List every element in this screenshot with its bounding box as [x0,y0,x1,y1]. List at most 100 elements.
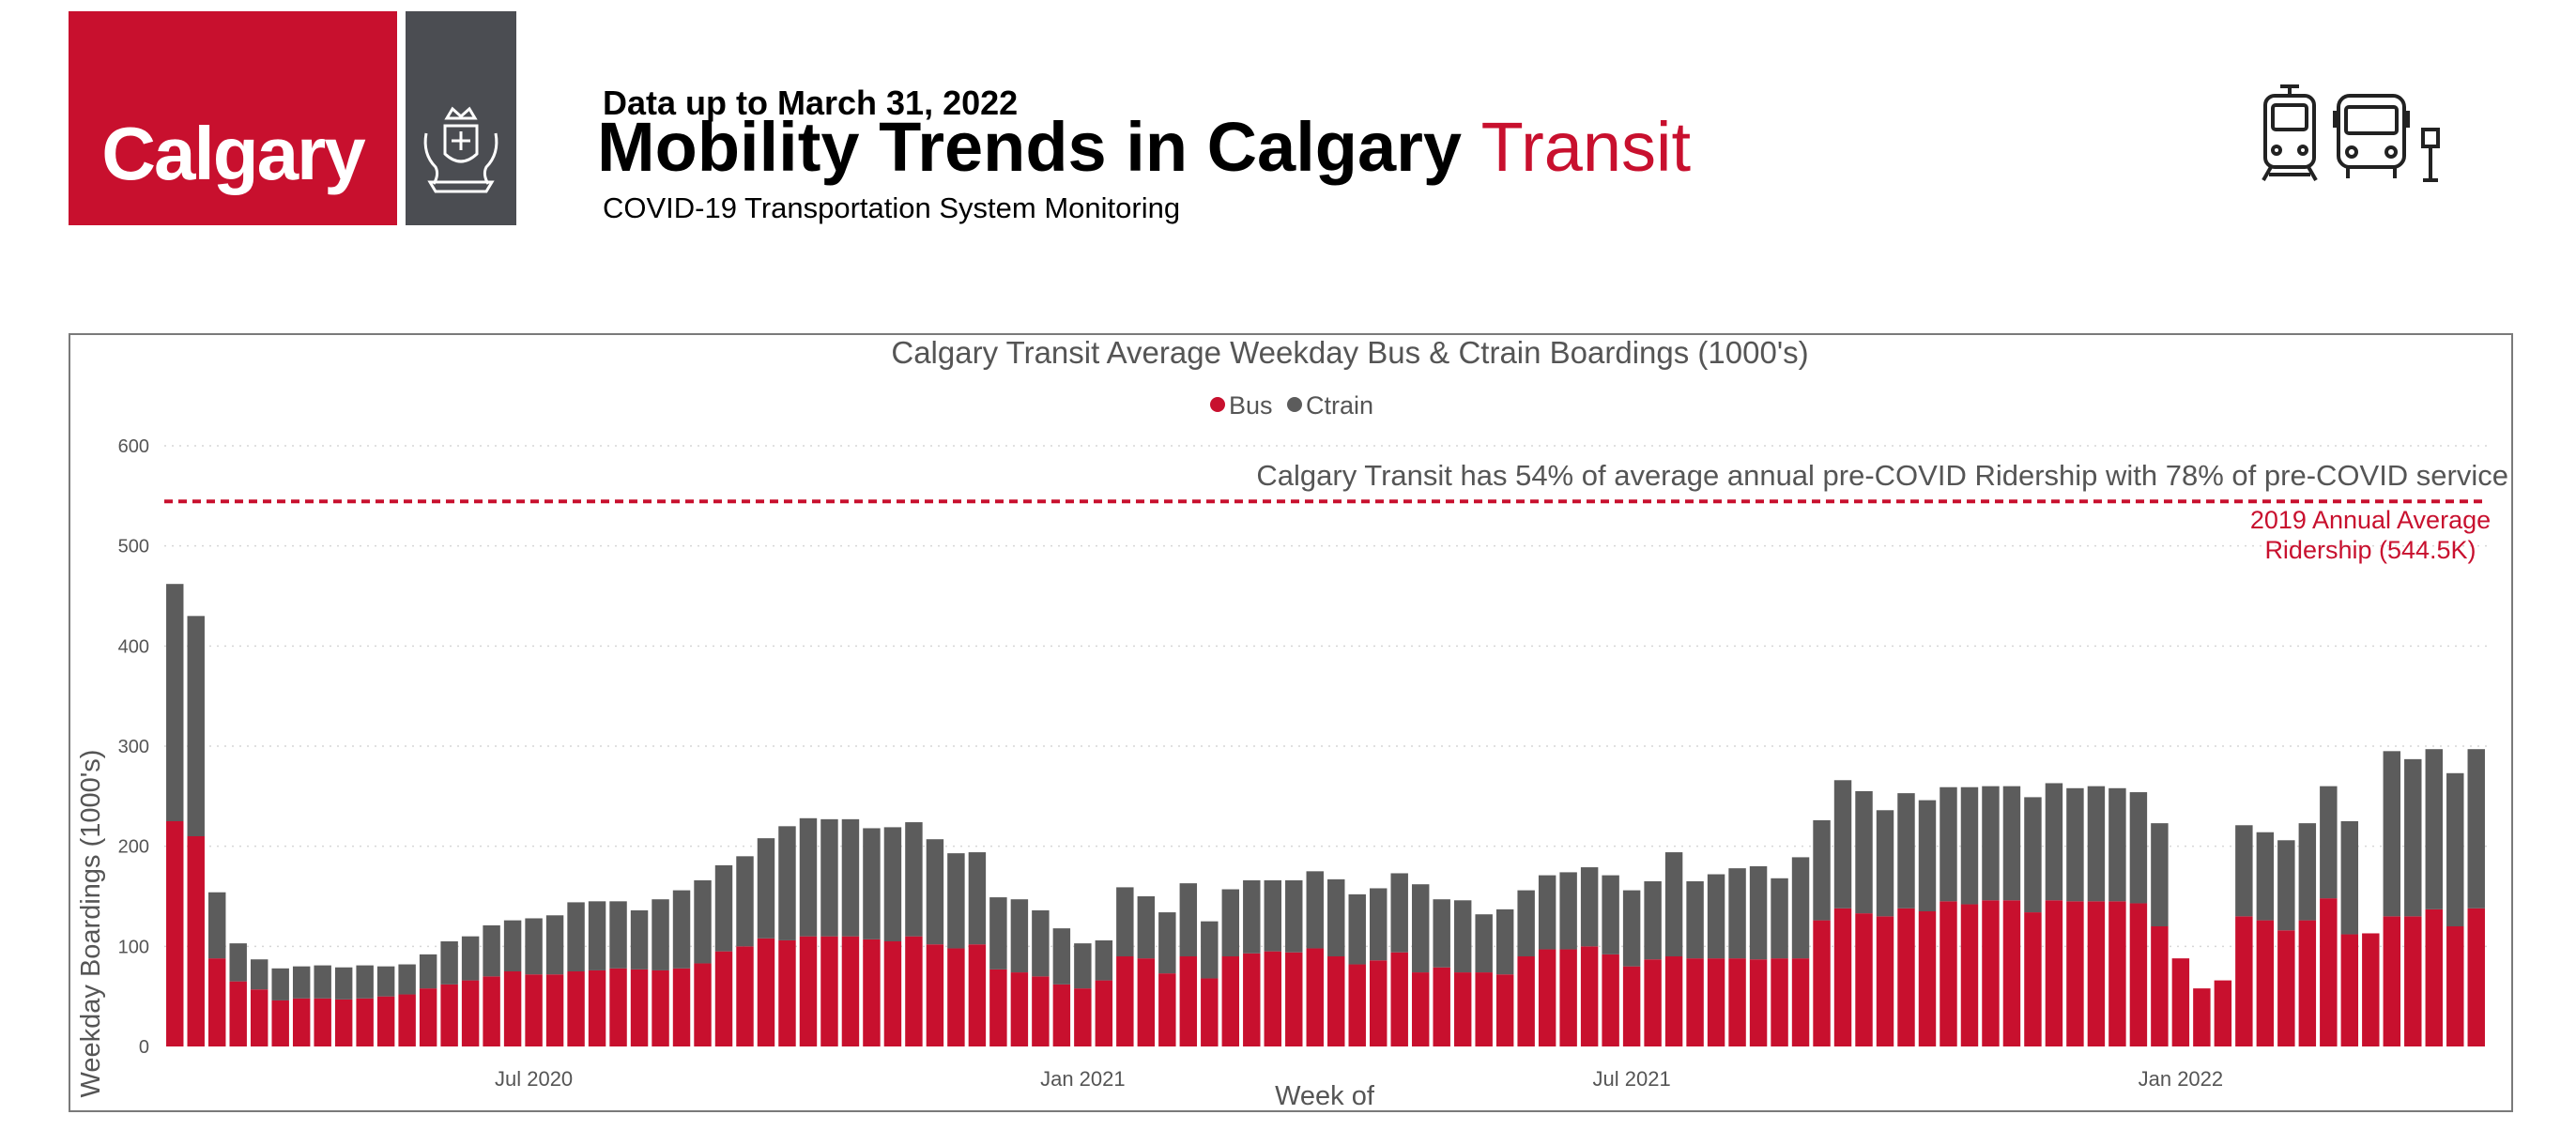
bus-bar [2298,920,2317,1046]
bus-icon [2333,94,2410,178]
ctrain-bar [609,901,627,969]
ctrain-bar [1686,881,1704,959]
ctrain-bar [1940,786,1957,902]
ctrain-bar [1538,875,1556,950]
ctrain-bar [440,941,458,985]
ctrain-bar [525,918,543,975]
ctrain-bar [461,936,480,981]
x-axis-title: Week of [1275,1081,1375,1110]
bus-bar [1622,966,1641,1046]
ctrain-bar [2467,749,2485,909]
ctrain-bar [1664,852,1683,956]
bus-bar [1664,956,1683,1046]
chart-title: Calgary Transit Average Weekday Bus & Ct… [891,335,1808,370]
bus-bar [2171,958,2190,1046]
crest-panel [406,11,516,225]
ctrain-icon [2262,84,2318,181]
ctrain-bar [229,943,247,982]
ctrain-bar [799,817,818,937]
bus-bar [630,969,649,1046]
ctrain-bar [1602,875,1619,954]
bus-bar [1475,972,1493,1046]
chart-legend: Bus Ctrain [1210,391,1373,420]
bus-bar [736,946,754,1046]
ctrain-bar [1390,873,1408,953]
ctrain-bar [1495,909,1514,975]
bus-bar [2151,926,2169,1046]
ctrain-bar [2340,821,2359,935]
ctrain-bar [1010,899,1029,973]
bus-bar [376,996,395,1046]
bus-bar [1285,952,1303,1046]
page-title-accent: Transit [1480,108,1692,186]
y-tick-label: 100 [118,937,149,957]
ctrain-bar [187,616,205,836]
ridership-annotation: Calgary Transit has 54% of average annua… [1256,459,2508,492]
bus-bar [271,1000,289,1046]
ctrain-bar [2129,792,2148,904]
ctrain-bar [778,826,796,940]
bus-bar [1032,976,1050,1046]
bus-bar [652,970,669,1046]
ctrain-bar [1095,939,1113,981]
page-title-main: Mobility Trends in Calgary [597,108,1463,186]
bus-bar [820,936,838,1046]
bus-bar [1201,978,1219,1046]
ctrain-bar [2404,758,2422,917]
bus-bar [609,968,627,1046]
data-date: Data up to March 31, 2022 [603,84,1019,122]
ctrain-bar [356,965,374,999]
y-tick-labels: 0 100 200 300 400 500 600 [118,436,149,1058]
ctrain-bar [1411,884,1430,973]
bus-bar [2425,909,2443,1046]
city-crest-icon [423,106,498,193]
bus-bar [1243,953,1261,1046]
bus-bar [1728,958,1746,1046]
bus-bar [989,969,1007,1046]
bus-bar [398,994,416,1046]
ctrain-bar [2151,823,2169,926]
ctrain-bar [2108,787,2126,902]
reference-line-label-2: Ridership (544.5K) [2264,536,2476,564]
bus-bar [483,976,500,1046]
ctrain-bar [376,966,395,997]
ctrain-bar [2045,783,2063,901]
reference-line-label-1: 2019 Annual Average [2250,506,2491,534]
bus-bar [1327,956,1345,1046]
legend-bus-marker [1210,397,1225,412]
bus-stop-icon [2421,128,2440,182]
bars [166,584,2485,1046]
ctrain-bar [2298,823,2317,921]
ctrain-bar [820,818,838,937]
bus-bar [2002,900,2021,1046]
bus-bar [1074,988,1092,1046]
ctrain-bar [2446,772,2464,926]
ctrain-bar [1327,878,1345,956]
bus-bar [1791,958,1810,1046]
ctrain-bar [1243,879,1261,954]
bus-bar [778,939,796,1046]
bus-bar [229,981,247,1046]
bus-bar [2235,916,2253,1046]
y-tick-label: 200 [118,837,149,858]
ctrain-bar [1791,857,1810,959]
ctrain-bar [1749,866,1768,960]
ctrain-bar [1201,921,1219,979]
bus-bar [525,974,543,1046]
y-tick-label: 500 [118,537,149,557]
bus-bar [1453,972,1472,1046]
bus-bar [1602,954,1619,1046]
ctrain-bar [2277,840,2295,931]
bus-bar [461,980,480,1046]
ctrain-bar [1453,900,1472,973]
y-tick-label: 400 [118,636,149,657]
ctrain-bar [714,864,733,952]
bus-bar [292,998,311,1046]
bus-bar [440,984,458,1046]
page-subtitle: COVID-19 Transportation System Monitorin… [603,191,1181,224]
ctrain-bar [630,909,649,970]
bus-bar [1348,964,1366,1046]
bus-bar [2129,903,2148,1046]
ctrain-bar [1221,889,1240,956]
ctrain-bar [1813,819,1831,921]
